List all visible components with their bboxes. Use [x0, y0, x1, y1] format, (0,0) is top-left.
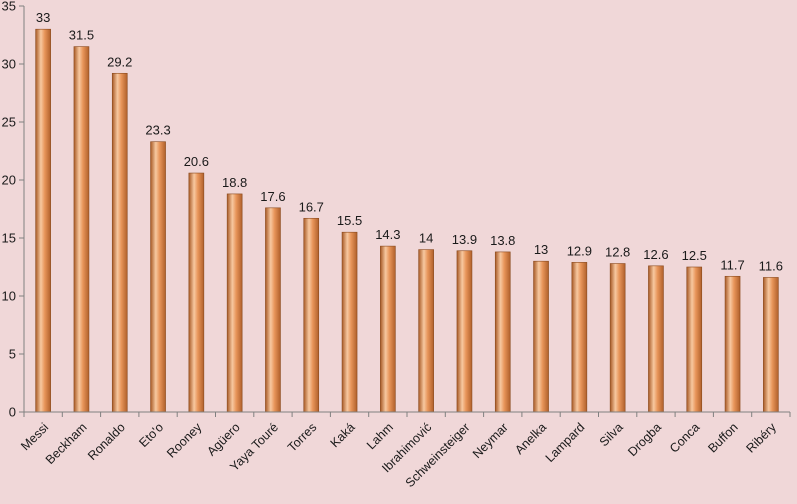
data-label: 13.9 [452, 232, 477, 247]
bar [341, 231, 358, 413]
bar [763, 277, 779, 413]
bar [609, 263, 626, 413]
category-label: Lahm [364, 420, 396, 452]
data-label: 31.5 [69, 28, 94, 43]
bar [35, 28, 51, 413]
data-label: 15.5 [337, 213, 362, 228]
bar [571, 262, 588, 413]
bar [456, 250, 473, 413]
y-tick-label: 5 [9, 347, 16, 362]
data-label: 33 [36, 10, 50, 25]
category-label: Anelka [512, 420, 549, 457]
data-label: 20.6 [184, 154, 209, 169]
data-label: 11.6 [759, 258, 783, 273]
category-label: Agüero [204, 420, 242, 458]
category-label: Torres [285, 420, 319, 454]
data-label: 16.7 [299, 199, 324, 214]
bar [303, 217, 320, 413]
category-label: Ribéry [744, 420, 780, 456]
bar [111, 72, 128, 413]
bar [533, 260, 549, 413]
data-label: 11.7 [720, 257, 744, 272]
data-label: 14 [419, 231, 433, 246]
data-label: 13.8 [490, 233, 515, 248]
data-label: 17.6 [260, 189, 285, 204]
bar [380, 245, 396, 413]
y-tick-label: 10 [2, 289, 16, 304]
y-tick-label: 35 [2, 0, 16, 14]
bar [494, 251, 511, 413]
data-label: 29.2 [107, 54, 132, 69]
y-tick-label: 25 [2, 115, 16, 130]
bar [73, 46, 90, 413]
bar [188, 172, 205, 413]
y-tick-label: 0 [9, 405, 16, 420]
data-label: 23.3 [145, 123, 170, 138]
data-label: 12.6 [643, 247, 668, 262]
category-label: Beckham [43, 420, 90, 467]
category-label: Drogba [625, 420, 664, 459]
data-label: 12.9 [567, 243, 592, 258]
bar [265, 207, 281, 413]
category-label: Conca [667, 420, 702, 455]
data-label: 12.5 [682, 248, 707, 263]
category-label: Lampard [543, 420, 588, 465]
bar [226, 193, 243, 413]
data-label: 12.8 [605, 245, 630, 260]
category-label: Silva [597, 420, 626, 449]
category-label: Eto'o [136, 420, 166, 450]
y-tick-label: 15 [2, 231, 16, 246]
y-tick-label: 20 [2, 173, 16, 188]
data-label: 18.8 [222, 175, 247, 190]
category-label: Messi [18, 420, 51, 453]
bar [686, 266, 703, 413]
data-labels: 33 31.5 29.2 23.3 20.6 18.8 17.6 16.7 15.5 14.3 14… [36, 10, 783, 273]
data-label: 13 [534, 242, 548, 257]
category-label: Kaká [328, 420, 358, 450]
category-label: Buffon [705, 420, 740, 455]
category-label: Ronaldo [85, 420, 128, 463]
bar [418, 249, 434, 413]
y-axis: 0 5 10 15 20 25 30 35 [2, 0, 25, 420]
y-tick-label: 30 [2, 57, 16, 72]
bar [648, 265, 664, 413]
bar [150, 141, 166, 413]
category-label: Neymar [470, 420, 511, 461]
bars [35, 28, 779, 413]
category-label: Rooney [164, 420, 205, 461]
data-label: 14.3 [375, 227, 400, 242]
bar [724, 275, 741, 413]
